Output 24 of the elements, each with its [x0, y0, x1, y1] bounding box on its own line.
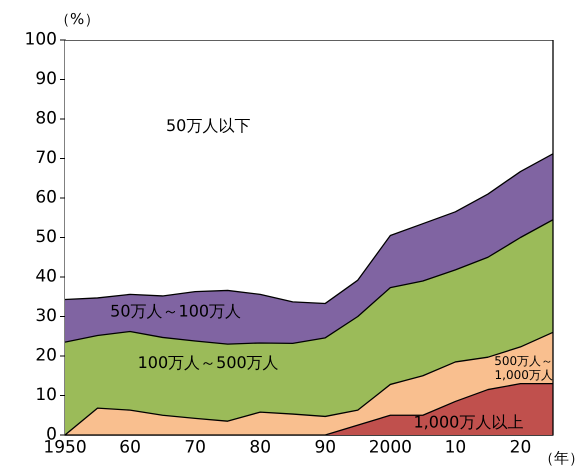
y-tick-label: 10 [35, 384, 57, 405]
y-tick-label: 40 [35, 266, 57, 286]
x-tick-label: 90 [314, 438, 336, 458]
x-tick-label: 2000 [368, 438, 412, 458]
y-tick-label: 60 [35, 187, 57, 208]
series-label: 1,000万人以上 [414, 412, 524, 432]
y-tick-label: 50 [35, 226, 57, 247]
x-tick-label: 10 [444, 438, 466, 458]
y-tick-label: 70 [35, 148, 57, 168]
y-tick-label: 30 [35, 306, 57, 326]
y-axis-title: （%） [55, 10, 100, 28]
series-label: 50万人以下 [166, 116, 250, 136]
x-tick-label: 20 [510, 438, 532, 458]
x-tick-label: 70 [184, 438, 206, 458]
y-tick-label: 90 [35, 68, 57, 89]
series-label: 50万人～100万人 [110, 302, 242, 321]
x-tick-label: 60 [119, 438, 141, 458]
y-tick-label: 100 [24, 29, 57, 50]
series-label: 100万人～500万人 [138, 353, 279, 372]
series-label: 500万人～1,000万人 [494, 354, 554, 382]
x-axis-title: （年） [539, 448, 582, 467]
y-tick-label: 20 [35, 345, 57, 366]
y-tick-label: 80 [35, 108, 57, 128]
x-tick-label: 80 [249, 438, 272, 458]
